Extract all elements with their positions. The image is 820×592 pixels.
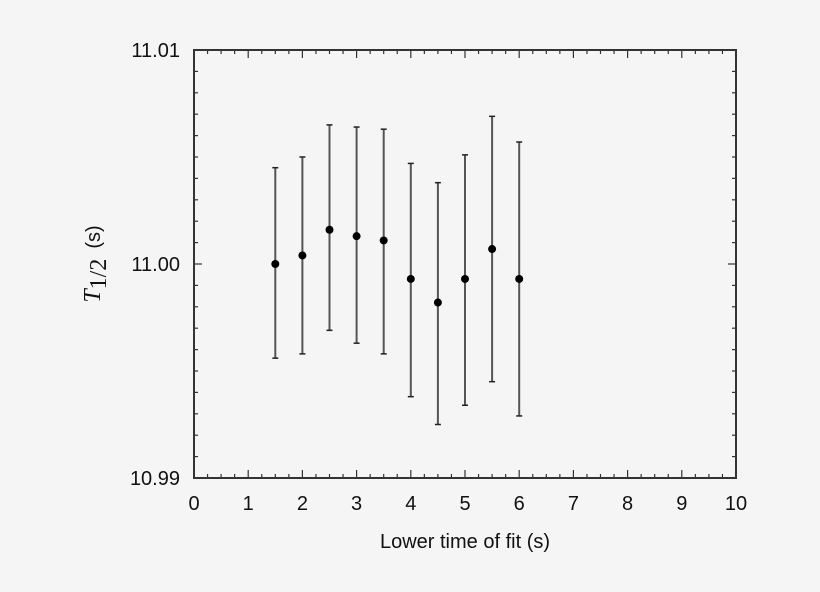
marker [352,232,361,241]
x-tick-label: 3 [351,493,362,515]
y-tick-label: 11.01 [131,40,180,62]
marker [379,236,388,245]
data-point [433,181,442,426]
data-point [298,156,307,355]
data-point [325,124,334,332]
marker [433,298,442,307]
y-tick-label: 11.00 [131,254,180,276]
data-point [461,154,469,406]
x-tick-label: 7 [568,493,579,515]
x-tick-label: 4 [405,493,416,515]
marker [406,274,415,283]
data-point [379,128,388,355]
data-point [488,115,497,383]
svg-text:T1/2(s): T1/2(s) [80,225,112,302]
data-point [352,126,361,344]
data-point [515,141,524,417]
x-tick-label: 5 [459,493,470,515]
x-tick-label: 9 [676,493,687,515]
marker [325,225,334,234]
data-points [271,115,524,426]
x-tick-label: 10 [725,493,747,515]
y-axis-title: T1/2(s) [80,225,112,302]
marker [271,260,280,268]
data-point [271,166,280,359]
y-tick-label: 10.99 [130,468,180,490]
x-tick-label: 0 [188,493,199,515]
x-tick-label: 8 [622,493,633,515]
x-tick-label: 6 [514,493,525,515]
marker [515,274,524,283]
marker [488,245,497,254]
x-axis-title: Lower time of fit (s) [380,531,550,553]
data-point [406,162,415,398]
marker [298,251,307,260]
plot-frame [193,49,737,479]
marker [461,274,469,283]
x-tick-label: 1 [243,493,254,515]
x-tick-label: 2 [297,493,308,515]
